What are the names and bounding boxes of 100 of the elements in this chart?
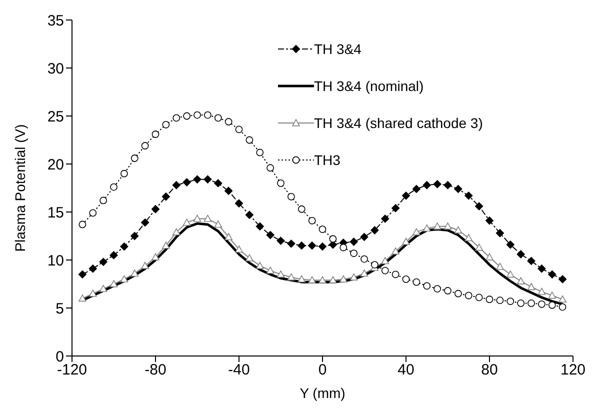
- point: [266, 266, 274, 274]
- point: [486, 296, 494, 304]
- point: [287, 192, 295, 200]
- point: [235, 126, 243, 134]
- legend-label: TH3: [314, 152, 340, 168]
- point: [370, 261, 378, 268]
- point: [433, 222, 442, 230]
- point: [256, 262, 264, 269]
- point: [486, 253, 494, 260]
- point: [360, 270, 368, 277]
- point: [422, 181, 431, 190]
- point: [277, 180, 284, 187]
- point: [110, 183, 118, 191]
- point: [246, 136, 254, 144]
- point: [183, 112, 191, 120]
- x-tick-label: 120: [560, 362, 586, 379]
- point: [162, 120, 170, 128]
- point: [402, 276, 410, 283]
- point: [496, 229, 504, 238]
- point: [412, 184, 420, 193]
- x-tick-label: -80: [144, 362, 166, 379]
- point: [89, 209, 97, 217]
- point: [308, 242, 316, 250]
- point: [318, 276, 326, 284]
- point: [298, 205, 306, 213]
- point: [486, 216, 494, 225]
- point: [204, 175, 212, 184]
- point: [516, 250, 525, 258]
- point: [548, 292, 556, 299]
- point: [266, 231, 274, 240]
- point: [287, 240, 296, 248]
- point: [402, 192, 410, 200]
- point: [162, 192, 170, 201]
- point: [340, 244, 348, 252]
- point: [370, 226, 379, 234]
- point: [276, 270, 285, 278]
- point: [548, 301, 556, 309]
- point: [318, 226, 326, 233]
- y-tick-label: 30: [47, 60, 64, 78]
- point: [350, 273, 358, 280]
- x-tick-label: 40: [398, 362, 414, 379]
- point: [422, 224, 431, 232]
- legend-label: TH 3&4 (shared cathode 3): [314, 114, 483, 130]
- point: [120, 170, 128, 178]
- point: [298, 242, 306, 250]
- point: [350, 238, 358, 246]
- point: [78, 220, 86, 228]
- point: [130, 154, 138, 162]
- point: [350, 250, 358, 257]
- point: [88, 264, 97, 273]
- point: [444, 287, 452, 294]
- point: [381, 266, 389, 274]
- point: [256, 148, 264, 156]
- y-tick-label: 10: [47, 252, 64, 270]
- point: [464, 292, 472, 300]
- point: [214, 114, 222, 122]
- point: [256, 222, 264, 230]
- point: [130, 270, 139, 277]
- point: [360, 255, 368, 263]
- point: [506, 240, 514, 249]
- point: [224, 118, 232, 126]
- point: [318, 242, 326, 251]
- point: [434, 285, 442, 292]
- point: [235, 199, 243, 208]
- point: [287, 273, 296, 280]
- point: [423, 282, 431, 290]
- point: [88, 290, 97, 297]
- point: [548, 270, 556, 278]
- y-tick-label: 20: [47, 156, 64, 174]
- point: [402, 238, 410, 245]
- point: [152, 130, 160, 138]
- point: [78, 270, 86, 278]
- x-tick-label: 0: [318, 362, 327, 379]
- point: [193, 175, 202, 184]
- point: [444, 222, 452, 230]
- point: [506, 298, 514, 305]
- point: [141, 218, 150, 227]
- point: [204, 214, 212, 222]
- point: [360, 232, 368, 241]
- point: [475, 202, 484, 210]
- point: [152, 253, 160, 260]
- point: [517, 300, 525, 307]
- point: [433, 180, 442, 188]
- point: [558, 303, 566, 311]
- point: [339, 275, 348, 282]
- x-axis-title: Y (mm): [300, 385, 346, 401]
- point: [141, 262, 149, 269]
- point: [329, 276, 337, 284]
- point: [558, 275, 567, 284]
- point: [162, 242, 170, 249]
- point: [454, 184, 462, 193]
- point: [464, 234, 473, 242]
- point: [528, 300, 535, 307]
- point: [266, 164, 274, 172]
- point: [194, 111, 201, 119]
- point: [308, 276, 316, 284]
- point: [496, 262, 504, 270]
- point: [298, 275, 306, 282]
- point: [214, 179, 222, 188]
- point: [110, 280, 118, 288]
